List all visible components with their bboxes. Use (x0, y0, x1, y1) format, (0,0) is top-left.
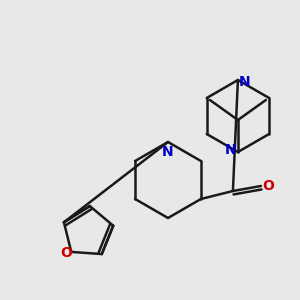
Text: N: N (162, 145, 174, 159)
Text: O: O (60, 246, 72, 260)
Text: O: O (262, 179, 274, 193)
Text: N: N (225, 143, 237, 157)
Text: N: N (239, 75, 251, 89)
